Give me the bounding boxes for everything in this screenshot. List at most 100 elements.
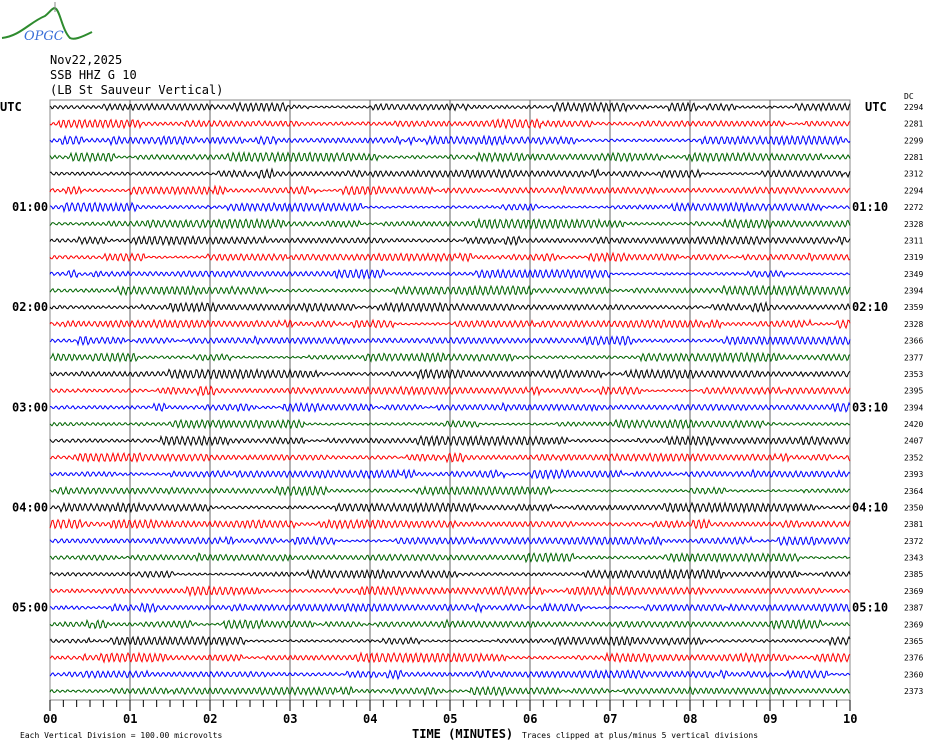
x-tick-label: 00 [43, 712, 57, 726]
dc-offset-label: 2395 [904, 387, 923, 396]
seismic-trace [49, 318, 851, 330]
dc-offset-label: 2369 [904, 620, 923, 629]
seismic-trace [49, 618, 851, 631]
chart-date: Nov22,2025 [50, 53, 123, 67]
seismic-trace [49, 101, 851, 114]
dc-offset-label: 2373 [904, 687, 923, 696]
dc-offset-label: 2407 [904, 437, 923, 446]
dc-offset-label: 2328 [904, 220, 923, 229]
left-time-label: 01:00 [12, 200, 48, 214]
seismic-trace [49, 150, 851, 164]
dc-offset-label: 2294 [904, 186, 923, 195]
channel-label: SSB HHZ G 10 [50, 68, 137, 82]
dc-offset-label: 2328 [904, 320, 923, 329]
dc-offset-label: 2381 [904, 520, 923, 529]
seismic-trace [49, 535, 851, 547]
x-tick-label: 01 [123, 712, 137, 726]
dc-offset-label: 2343 [904, 554, 923, 563]
seismic-trace [49, 602, 851, 614]
seismic-trace [49, 300, 851, 313]
dc-offset-label: 2369 [904, 587, 923, 596]
right-time-label: 01:10 [852, 200, 888, 214]
dc-offset-label: 2350 [904, 503, 923, 512]
dc-offset-label: 2319 [904, 253, 923, 262]
seismic-trace [49, 485, 851, 497]
seismic-trace [49, 685, 851, 697]
dc-offset-label: 2393 [904, 470, 923, 479]
dc-offset-label: 2349 [904, 270, 923, 279]
dc-header: DC [904, 92, 914, 101]
dc-offset-label: 2377 [904, 353, 923, 362]
dc-offset-label: 2281 [904, 153, 923, 162]
x-axis-label: TIME (MINUTES) [412, 727, 513, 741]
seismic-trace [49, 568, 851, 580]
x-tick-label: 06 [523, 712, 537, 726]
seismic-trace [49, 401, 851, 413]
seismic-trace [49, 518, 851, 530]
seismic-trace [49, 385, 851, 397]
x-tick-label: 09 [763, 712, 777, 726]
seismic-trace [49, 118, 851, 130]
seismic-trace [49, 167, 851, 180]
right-time-label: 02:10 [852, 300, 888, 314]
seismic-trace [49, 251, 851, 263]
dc-offset-label: 2420 [904, 420, 923, 429]
dc-offset-label: 2376 [904, 654, 923, 663]
dc-offset-label: 2281 [904, 120, 923, 129]
dc-offset-label: 2360 [904, 670, 923, 679]
x-tick-label: 05 [443, 712, 457, 726]
dc-offset-label: 2353 [904, 370, 923, 379]
dc-offset-label: 2359 [904, 303, 923, 312]
dc-offset-label: 2312 [904, 170, 923, 179]
x-tick-label: 07 [603, 712, 617, 726]
left-axis-title: UTC [0, 100, 22, 114]
seismic-trace [49, 134, 851, 147]
dc-offset-label: 2385 [904, 570, 923, 579]
dc-offset-label: 2364 [904, 487, 923, 496]
left-time-label: 02:00 [12, 300, 48, 314]
seismic-trace [49, 451, 851, 464]
seismic-trace [49, 335, 851, 347]
seismic-trace [49, 585, 851, 598]
seismic-trace [49, 367, 851, 380]
opgc-logo: OPGC [1, 2, 93, 44]
dc-offset-label: 2311 [904, 236, 923, 245]
seismic-trace [49, 235, 851, 247]
station-label: (LB St Sauveur Vertical) [50, 83, 224, 97]
seismic-trace [49, 284, 851, 297]
dc-offset-label: 2365 [904, 637, 923, 646]
dc-offset-label: 2394 [904, 403, 923, 412]
right-time-label: 03:10 [852, 400, 888, 414]
seismic-trace [49, 418, 850, 430]
scale-note: Each Vertical Division = 100.00 microvol… [20, 731, 222, 740]
seismic-trace [49, 468, 851, 481]
dc-offset-label: 2394 [904, 287, 923, 296]
dc-offset-label: 2387 [904, 604, 923, 613]
seismic-trace [49, 635, 851, 647]
seismic-trace [49, 217, 851, 230]
logo-text: OPGC [24, 29, 64, 44]
dc-offset-label: 2294 [904, 103, 923, 112]
x-tick-label: 04 [363, 712, 377, 726]
dc-offset-label: 2352 [904, 453, 923, 462]
left-time-label: 05:00 [12, 601, 48, 615]
seismic-trace [49, 268, 851, 280]
seismic-trace [49, 552, 851, 564]
right-time-label: 05:10 [852, 601, 888, 615]
left-time-label: 03:00 [12, 400, 48, 414]
clip-note: Traces clipped at plus/minus 5 vertical … [522, 731, 758, 740]
seismic-trace [49, 651, 851, 664]
seismic-trace [49, 501, 851, 514]
right-axis-title: UTC [865, 100, 887, 114]
seismic-trace [49, 669, 851, 681]
dc-offset-label: 2366 [904, 337, 923, 346]
dc-offset-label: 2372 [904, 537, 923, 546]
x-tick-label: 08 [683, 712, 697, 726]
seismic-trace [49, 184, 851, 196]
left-time-label: 04:00 [12, 500, 48, 514]
right-time-label: 04:10 [852, 500, 888, 514]
x-tick-label: 03 [283, 712, 297, 726]
x-tick-label: 02 [203, 712, 217, 726]
seismic-trace [49, 351, 851, 364]
